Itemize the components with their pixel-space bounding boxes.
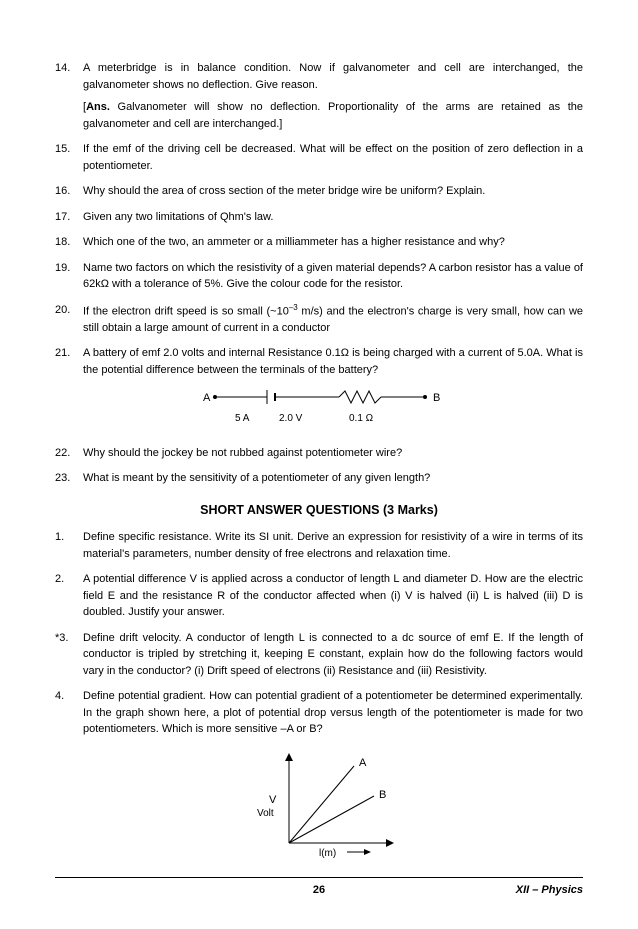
q-text: Why should the area of cross section of …	[83, 183, 583, 200]
q-number: 15.	[55, 141, 83, 174]
q-number: 21.	[55, 345, 83, 378]
question-item: 20. If the electron drift speed is so sm…	[55, 302, 583, 337]
question-item: 17. Given any two limitations of Qhm's l…	[55, 209, 583, 226]
question-item: *3. Define drift velocity. A conductor o…	[55, 630, 583, 680]
circuit-label-a: A	[203, 392, 211, 404]
question-item: 1. Define specific resistance. Write its…	[55, 529, 583, 562]
circuit-label-b: B	[433, 392, 440, 404]
circuit-val-res: 0.1 Ω	[349, 413, 374, 424]
question-item: 14. A meterbridge is in balance conditio…	[55, 60, 583, 132]
section-heading: SHORT ANSWER QUESTIONS (3 Marks)	[55, 501, 583, 520]
question-item: 22. Why should the jockey be not rubbed …	[55, 445, 583, 462]
question-item: 23. What is meant by the sensitivity of …	[55, 470, 583, 487]
q-text: A meterbridge is in balance condition. N…	[83, 60, 583, 93]
q-text: Define specific resistance. Write its SI…	[83, 529, 583, 562]
q-text: Why should the jockey be not rubbed agai…	[83, 445, 583, 462]
question-item: 21. A battery of emf 2.0 volts and inter…	[55, 345, 583, 378]
q-text: Name two factors on which the resistivit…	[83, 260, 583, 293]
q-number: 18.	[55, 234, 83, 251]
q-number: *3.	[55, 630, 83, 680]
q-text: A potential difference V is applied acro…	[83, 571, 583, 621]
question-list-1: 14. A meterbridge is in balance conditio…	[55, 60, 583, 378]
footer-rule	[55, 877, 583, 878]
page-number: 26	[313, 882, 325, 899]
question-item: 18. Which one of the two, an ammeter or …	[55, 234, 583, 251]
q-text: Define potential gradient. How can poten…	[83, 688, 583, 738]
footer-label: XII – Physics	[325, 882, 583, 899]
question-item: 4. Define potential gradient. How can po…	[55, 688, 583, 738]
q-answer: [Ans. Galvanometer will show no deflecti…	[83, 99, 583, 132]
q-text: Define drift velocity. A conductor of le…	[83, 630, 583, 680]
question-item: 2. A potential difference V is applied a…	[55, 571, 583, 621]
circuit-val-current: 5 A	[235, 413, 250, 424]
question-item: 15. If the emf of the driving cell be de…	[55, 141, 583, 174]
q-number: 17.	[55, 209, 83, 226]
graph-diagram: A B V Volt l(m)	[55, 748, 583, 864]
question-list-2: 22. Why should the jockey be not rubbed …	[55, 445, 583, 487]
q-number: 22.	[55, 445, 83, 462]
q-text: If the emf of the driving cell be decrea…	[83, 141, 583, 174]
q-text: Which one of the two, an ammeter or a mi…	[83, 234, 583, 251]
question-item: 19. Name two factors on which the resist…	[55, 260, 583, 293]
q-number: 19.	[55, 260, 83, 293]
q-number: 16.	[55, 183, 83, 200]
q-number: 20.	[55, 302, 83, 337]
q-text: Given any two limitations of Qhm's law.	[83, 209, 583, 226]
q-text: What is meant by the sensitivity of a po…	[83, 470, 583, 487]
graph-x-label: l(m)	[319, 848, 336, 858]
q-number: 2.	[55, 571, 83, 621]
q-text: A battery of emf 2.0 volts and internal …	[83, 345, 583, 378]
graph-series-a: A	[359, 757, 367, 769]
graph-y-unit: Volt	[257, 808, 274, 819]
graph-series-b: B	[379, 789, 386, 801]
q-number: 23.	[55, 470, 83, 487]
question-list-3: 1. Define specific resistance. Write its…	[55, 529, 583, 738]
graph-y-label: V	[269, 794, 277, 806]
question-item: 16. Why should the area of cross section…	[55, 183, 583, 200]
circuit-val-emf: 2.0 V	[279, 413, 303, 424]
q-number: 1.	[55, 529, 83, 562]
circuit-diagram: A B 5 A 2.0 V 0.1 Ω	[55, 387, 583, 435]
q-text: If the electron drift speed is so small …	[83, 302, 583, 337]
page-footer: 26 XII – Physics	[55, 882, 583, 899]
q-number: 4.	[55, 688, 83, 738]
q-number: 14.	[55, 60, 83, 132]
